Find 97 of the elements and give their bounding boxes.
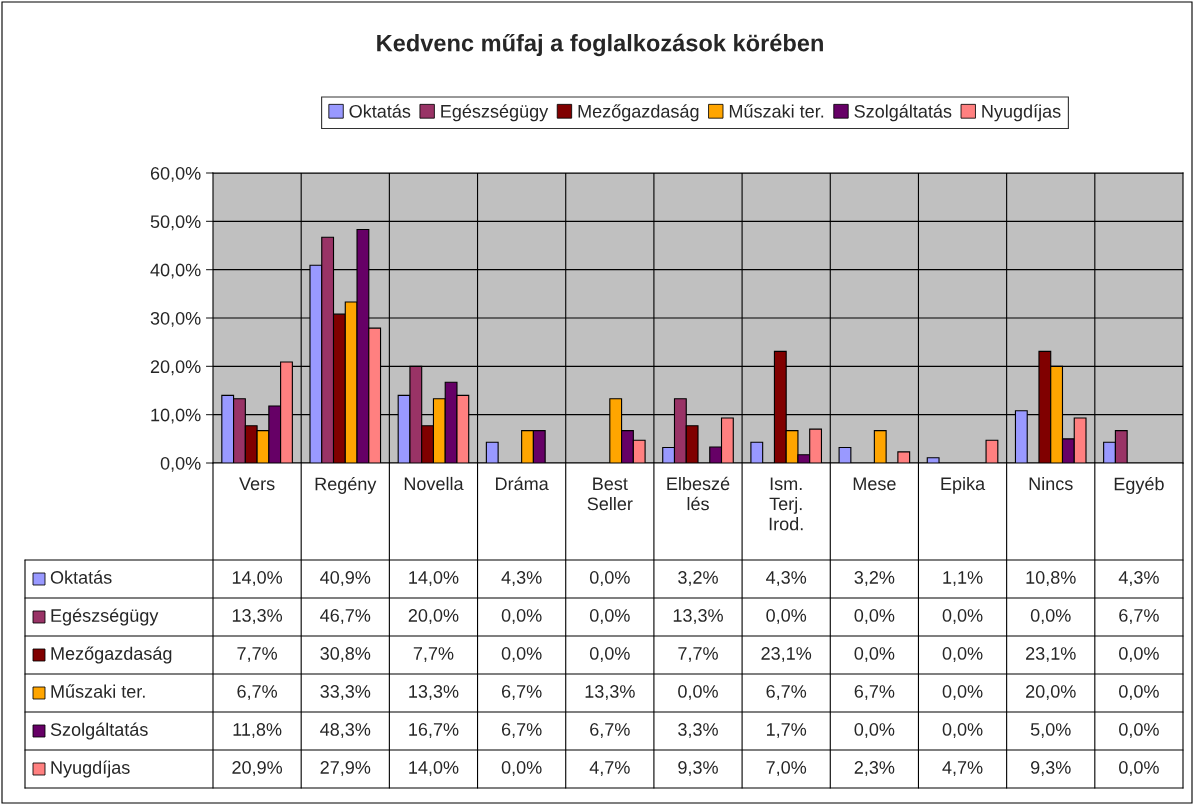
x-tick-label: Mese: [853, 477, 896, 491]
data-label: 48,3%: [320, 723, 371, 738]
data-label: 3,2%: [678, 571, 718, 586]
data-label: 13,3%: [585, 685, 635, 700]
data-label: 0,0%: [942, 685, 983, 700]
data-label: 14,0%: [409, 571, 459, 586]
x-tick-label: Best Seller: [587, 477, 633, 511]
data-label: 4,3%: [766, 571, 807, 586]
data-label: 23,1%: [761, 647, 812, 662]
data-label: 46,7%: [320, 609, 371, 624]
y-tick-label: 20,0%: [150, 360, 201, 376]
data-label: 6,7%: [590, 723, 630, 738]
data-label: 10,8%: [1026, 571, 1076, 586]
y-tick-label: 50,0%: [150, 215, 201, 231]
data-label: 0,0%: [589, 647, 630, 662]
data-label: 6,7%: [501, 723, 542, 738]
data-label: 4,7%: [589, 761, 630, 776]
data-label: 33,3%: [320, 685, 371, 700]
data-label: 14,0%: [232, 571, 283, 586]
data-label: 27,9%: [320, 761, 371, 776]
data-label: 7,7%: [678, 647, 718, 662]
data-label: 1,1%: [943, 571, 983, 586]
data-label: 13,3%: [232, 609, 283, 624]
data-label: 4,7%: [942, 761, 983, 776]
data-label: 0,0%: [854, 723, 895, 738]
y-tick-label: 10,0%: [151, 408, 201, 424]
data-label: 0,0%: [854, 647, 895, 662]
legend-label: Műszaki ter.: [729, 104, 824, 118]
data-label: 4,3%: [501, 571, 542, 586]
data-label: 7,0%: [766, 761, 807, 776]
x-tick-label: Dráma: [496, 476, 549, 491]
data-label: 20,0%: [408, 609, 459, 624]
data-label: 6,7%: [1119, 609, 1159, 624]
data-label: 6,7%: [501, 685, 542, 700]
data-label: 13,3%: [673, 609, 723, 624]
data-label: 0,0%: [766, 609, 807, 624]
data-label: 0,0%: [1030, 609, 1071, 624]
x-tick-label: Regény: [315, 476, 377, 494]
x-tick-label: Nincs: [1029, 476, 1073, 491]
data-label: 0,0%: [501, 647, 542, 662]
x-tick-label: Vers: [239, 477, 275, 491]
data-label: 7,7%: [413, 647, 454, 662]
data-label: 14,0%: [409, 761, 459, 776]
data-label: 3,2%: [854, 571, 895, 586]
y-tick-label: 30,0%: [150, 311, 201, 327]
data-label: 1,7%: [766, 723, 807, 738]
text: Nyugdíjas: [51, 760, 130, 778]
data-label: 0,0%: [1119, 723, 1159, 738]
data-label: 0,0%: [942, 723, 983, 738]
data-label: 0,0%: [589, 609, 630, 624]
x-tick-label: Egyéb: [1114, 476, 1164, 494]
data-label: 0,0%: [942, 609, 983, 624]
data-label: 16,7%: [409, 723, 459, 738]
data-label: 7,7%: [237, 647, 278, 662]
text: Egészségügy: [51, 608, 159, 626]
data-label: 13,3%: [409, 685, 459, 700]
data-label: 0,0%: [589, 571, 630, 586]
text: Mezőgazdaság: [51, 646, 172, 664]
legend-label: Nyugdíjas: [982, 104, 1061, 122]
legend-label: Egészségügy: [441, 104, 549, 122]
data-label: 0,0%: [678, 685, 718, 700]
data-label: 20,0%: [1026, 685, 1076, 700]
y-tick-label: 0,0%: [160, 456, 201, 472]
x-tick-label: Elbeszé lés: [667, 476, 730, 511]
chart-title: Kedvenc műfaj a foglalkozások körében: [377, 33, 823, 57]
data-label: 2,3%: [854, 761, 895, 776]
text: Oktatás: [50, 570, 112, 584]
y-tick-label: 40,0%: [150, 263, 201, 279]
data-label: 9,3%: [1031, 761, 1071, 776]
data-label: 40,9%: [320, 571, 371, 586]
data-label: 5,0%: [1030, 723, 1071, 738]
x-tick-label: Ism. Terj. Irod.: [769, 477, 803, 531]
data-label: 0,0%: [942, 647, 983, 662]
data-label: 3,3%: [678, 723, 718, 738]
data-label: 9,3%: [678, 761, 718, 776]
data-label: 6,7%: [854, 685, 895, 700]
data-label: 0,0%: [1119, 761, 1159, 776]
data-label: 30,8%: [320, 647, 371, 662]
data-label: 11,8%: [233, 723, 282, 738]
y-tick-label: 60,0%: [150, 166, 201, 182]
data-label: 0,0%: [854, 609, 895, 624]
data-label: 0,0%: [1119, 647, 1159, 662]
data-label: 0,0%: [1119, 685, 1159, 700]
data-label: 6,7%: [766, 685, 807, 700]
x-tick-label: Novella: [404, 476, 464, 491]
data-label: 20,9%: [232, 761, 283, 776]
data-label: 0,0%: [501, 609, 542, 624]
legend-label: Oktatás: [349, 104, 411, 118]
legend-label: Mezőgazdaság: [578, 104, 699, 122]
text: Műszaki ter.: [51, 684, 145, 698]
data-label: 23,1%: [1026, 647, 1076, 662]
text: Szolgáltatás: [50, 722, 148, 740]
x-tick-label: Epika: [941, 476, 986, 494]
data-label: 0,0%: [501, 761, 542, 776]
data-label: 4,3%: [1118, 571, 1159, 586]
data-label: 6,7%: [237, 685, 278, 700]
legend-label: Szolgáltatás: [854, 104, 952, 122]
